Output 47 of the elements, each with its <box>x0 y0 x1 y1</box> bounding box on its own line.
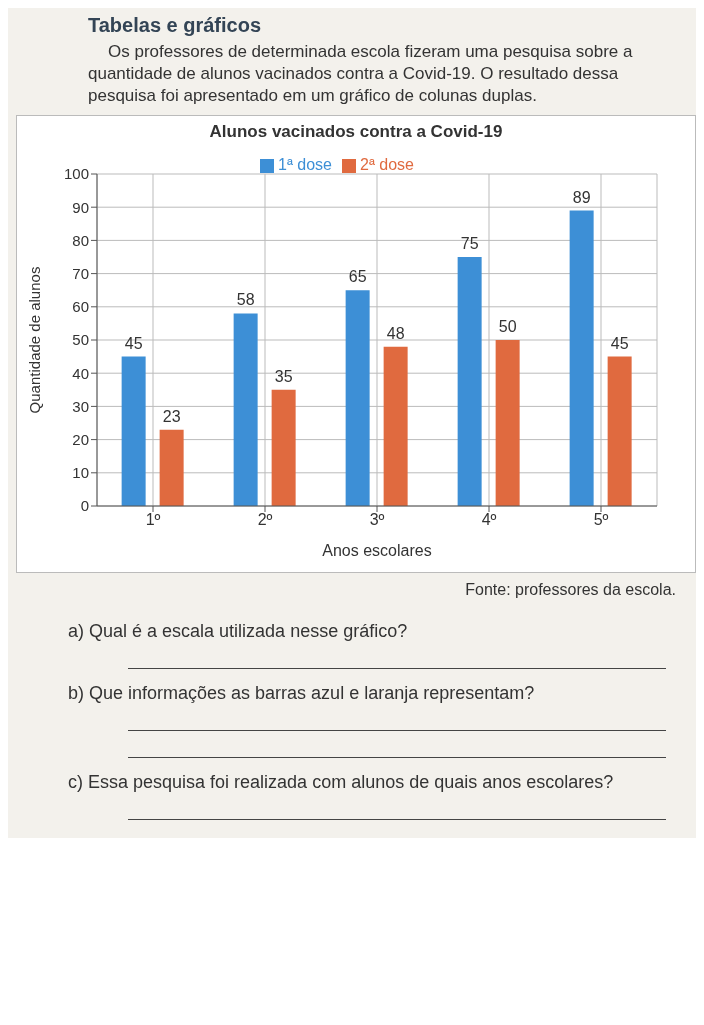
data-label: 45 <box>124 334 143 352</box>
x-tick-label: 2º <box>257 511 273 529</box>
bar <box>457 257 482 507</box>
data-label: 35 <box>274 368 293 386</box>
data-label: 23 <box>162 407 181 425</box>
x-tick-label: 3º <box>369 511 385 529</box>
text: Tabelas e gráficos <box>88 14 263 37</box>
bar <box>607 356 632 507</box>
chart-title: Alunos vacinados contra a Covid-19 <box>208 122 504 143</box>
data-label: 45 <box>610 334 629 352</box>
bar <box>271 390 296 507</box>
text: a) Qual é a escala utilizada nesse gráfico? <box>68 621 409 643</box>
text: c) Essa pesquisa foi realizada com alunos de quais anos escolares? <box>68 772 615 794</box>
bar <box>345 290 370 507</box>
x-tick-label: 1º <box>145 511 161 529</box>
bar <box>569 210 594 507</box>
x-tick-label: 5º <box>593 511 609 529</box>
bar <box>121 356 146 507</box>
y-tick-label: 40 <box>72 364 89 382</box>
text: Os professores de determinada escola fizeram uma pesquisa sobre a quantidade de alunos vacinados contra a Covid-19. O resultado dessa pesquisa foi apresentado em um gráfico de colunas duplas. <box>88 41 634 108</box>
y-tick-label: 30 <box>72 398 89 416</box>
bar <box>159 429 184 507</box>
y-tick-label: 0 <box>80 497 89 515</box>
y-tick-label: 70 <box>72 265 89 283</box>
x-axis-title: Anos escolares <box>322 542 432 560</box>
data-label: 65 <box>348 268 367 286</box>
legend-label: 1ª dose <box>278 156 332 174</box>
bar <box>233 313 258 507</box>
legend-label: 2ª dose <box>360 156 414 174</box>
y-tick-label: 100 <box>63 165 89 183</box>
x-tick-label: 4º <box>481 511 497 529</box>
y-tick-label: 80 <box>72 232 89 250</box>
text: b) Que informações as barras azul e laranja representam? <box>68 683 536 705</box>
data-label: 48 <box>386 324 405 342</box>
y-tick-label: 10 <box>72 464 89 482</box>
bar <box>383 346 408 507</box>
source-note: Fonte: professores da escola. <box>464 580 677 601</box>
y-tick-label: 60 <box>72 298 89 316</box>
y-axis-title: Quantidade de alunos <box>26 266 44 414</box>
data-label: 50 <box>498 318 517 336</box>
data-label: 75 <box>460 235 479 253</box>
bar <box>495 340 520 507</box>
data-label: 89 <box>572 188 591 206</box>
data-label: 58 <box>236 291 255 309</box>
y-tick-label: 50 <box>72 331 89 349</box>
y-tick-label: 20 <box>72 431 89 449</box>
y-tick-label: 90 <box>72 198 89 216</box>
